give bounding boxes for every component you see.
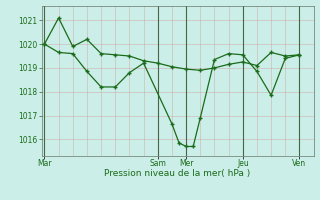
X-axis label: Pression niveau de la mer( hPa ): Pression niveau de la mer( hPa ) <box>104 169 251 178</box>
